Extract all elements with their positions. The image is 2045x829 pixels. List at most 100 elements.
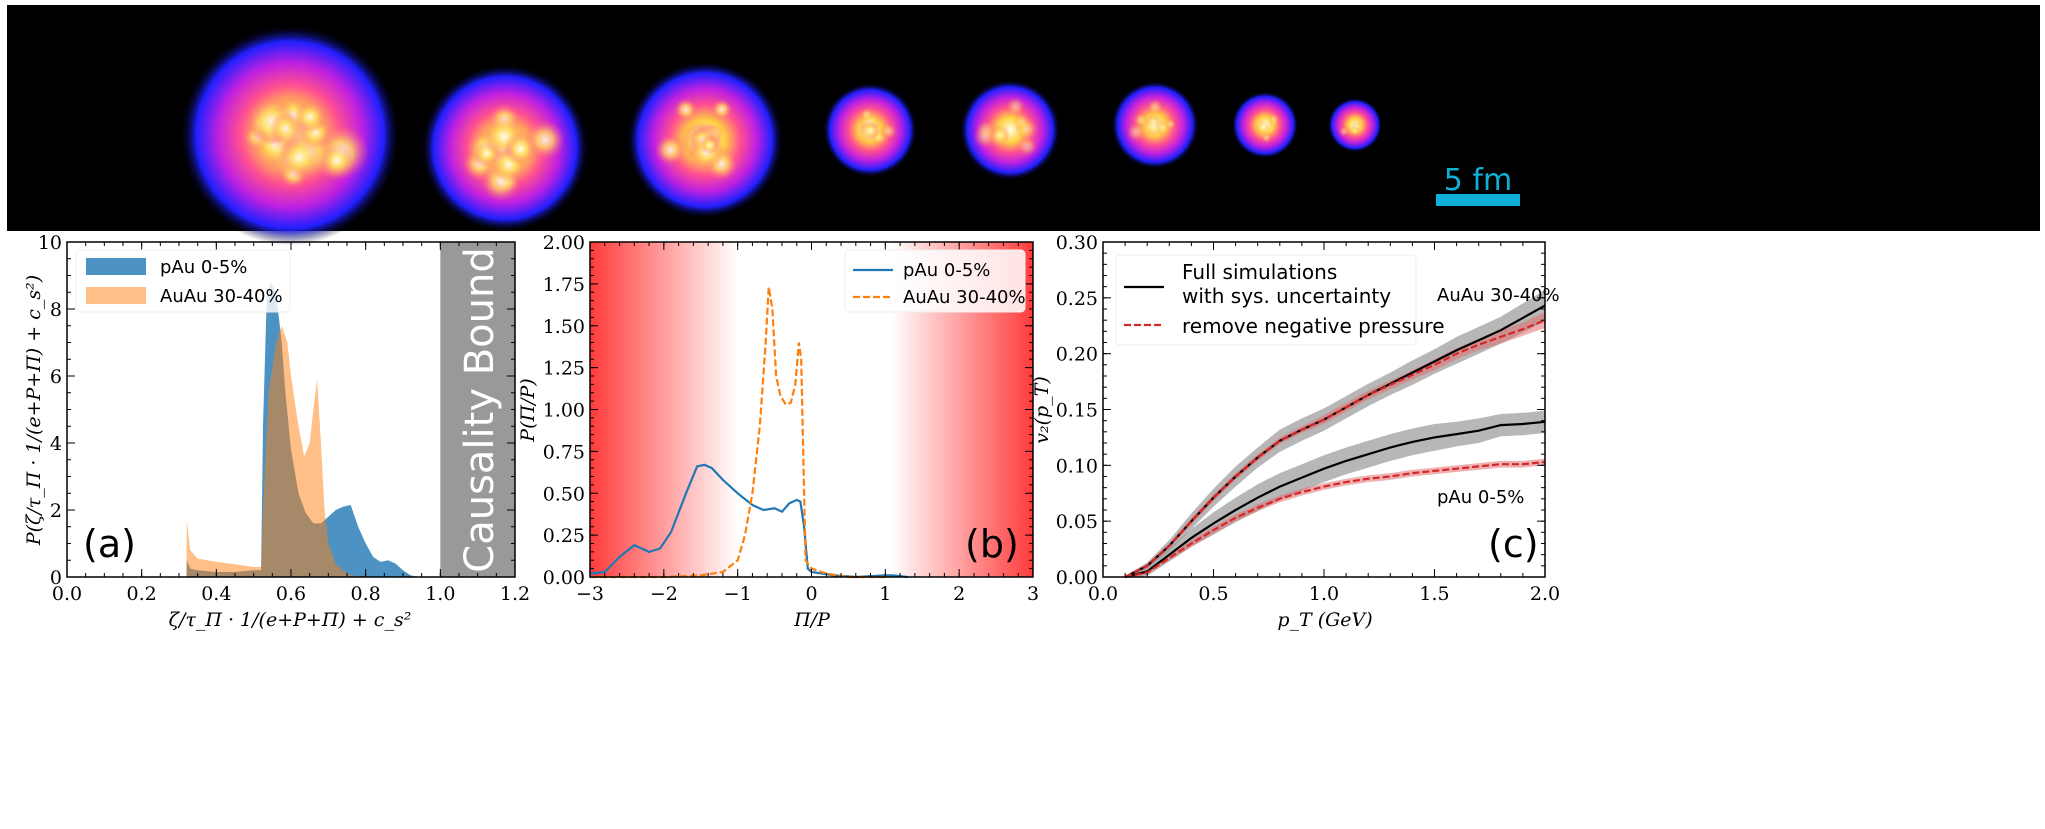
panel-label-b: (b) (965, 522, 1019, 566)
y-tick-label: 2 (50, 500, 62, 522)
density-blobs (179, 24, 1383, 246)
y-tick-label: 0.75 (543, 441, 585, 463)
chart-panel-c: 0.0 0.5 1.0 1.5 2.0 0.00 0.05 0.10 0.15 0.20 0.25 0… (1056, 232, 1560, 605)
x-tick-label: 0.5 (1198, 583, 1228, 605)
legend-label-full-2: with sys. uncertainty (1182, 284, 1391, 308)
line-series-auau-no-negative-pressure (1124, 319, 1546, 578)
density-hotspot (711, 98, 733, 121)
x-tick-label: −2 (650, 583, 678, 605)
area-series-auau (186, 325, 359, 577)
y-tick-label: 1.50 (543, 316, 585, 338)
y-tick-label: 2.00 (543, 232, 585, 254)
density-hotspot (1268, 113, 1280, 125)
y-tick-label: 0.15 (1056, 400, 1098, 422)
density-hotspot (320, 144, 354, 178)
density-hotspot (1005, 96, 1026, 117)
y-tick-label: 10 (38, 232, 62, 254)
panel-c-legend: Full simulations with sys. uncertainty r… (1115, 254, 1445, 346)
panel-b-xlabel: Π/P (793, 609, 831, 631)
legend-label-auau: AuAu 30-40% (903, 287, 1026, 308)
panel-b-ylabel: P(Π/P) (517, 378, 539, 442)
density-hotspot (987, 125, 1010, 148)
annotation-pau: pAu 0-5% (1437, 487, 1524, 508)
x-tick-label: 0.4 (201, 583, 231, 605)
tick-marks (1102, 241, 1546, 578)
density-hotspot (269, 112, 302, 145)
density-hotspot (1338, 126, 1350, 137)
panel-a-ylabel: P(ζ/τ_Π · 1/(e+P+Π) + c_s²) (23, 275, 45, 546)
x-tick-label: 1 (879, 583, 891, 605)
y-tick-label: 0.25 (543, 525, 585, 547)
y-tick-label: 1.75 (543, 274, 585, 296)
panel-a-xlabel: ζ/τ_Π · 1/(e+P+Π) + c_s² (169, 609, 412, 631)
annotation-auau: AuAu 30-40% (1437, 285, 1560, 306)
x-tick-label: 0 (805, 583, 817, 605)
y-tick-label: 0.20 (1056, 344, 1098, 366)
x-tick-label: −3 (576, 583, 604, 605)
legend-label-pau: pAu 0-5% (903, 260, 990, 281)
density-hotspot (1164, 118, 1177, 131)
x-tick-label: 1.2 (500, 583, 530, 605)
density-hotspot (293, 100, 327, 134)
x-tick-label: 0.2 (127, 583, 157, 605)
panel-a-legend: pAu 0-5% AuAu 30-40% (75, 249, 291, 313)
density-hotspot (1146, 115, 1160, 128)
y-tick-label: 1.00 (543, 400, 585, 422)
density-hotspot (1255, 120, 1270, 135)
density-hotspot (1261, 132, 1272, 144)
chart-panel-a: 0.0 0.2 0.4 0.6 0.8 1.0 1.2 0 2 4 6 8 10 (38, 232, 530, 605)
legend-box (1115, 254, 1417, 346)
y-tick-label: 8 (50, 299, 62, 321)
legend-label-pau: pAu 0-5% (160, 257, 247, 278)
x-tick-label: 0.0 (52, 583, 82, 605)
density-hotspot (880, 122, 898, 140)
panel-b-legend: pAu 0-5% AuAu 30-40% (844, 249, 1026, 313)
y-tick-label: 0.30 (1056, 232, 1098, 254)
density-hotspot (654, 134, 686, 166)
x-tick-label: 0.6 (276, 583, 306, 605)
legend-label-no-neg-pressure: remove negative pressure (1182, 314, 1445, 338)
legend-label-auau: AuAu 30-40% (160, 286, 283, 307)
causality-bound-label: Causality Bound (457, 247, 503, 572)
line-series-pau-full (1124, 420, 1546, 579)
y-tick-label: 0.05 (1056, 511, 1098, 533)
x-tick-label: 1.0 (1309, 583, 1339, 605)
density-hotspot (1016, 135, 1038, 157)
x-tick-label: 2.0 (1530, 583, 1560, 605)
x-tick-label: 1.0 (425, 583, 455, 605)
x-tick-label: 1.5 (1419, 583, 1449, 605)
density-hotspot (859, 107, 874, 122)
plot-area (1124, 290, 1546, 579)
y-tick-label: 0.00 (543, 567, 585, 589)
density-hotspot (1146, 98, 1164, 116)
uncertainty-band-pau-no-negative-pressure (1125, 458, 1545, 579)
x-tick-label: 0.8 (351, 583, 381, 605)
density-blob (959, 79, 1061, 181)
density-hotspot (504, 132, 538, 166)
x-tick-label: 2 (953, 583, 965, 605)
line-series-pau (589, 463, 908, 579)
density-hotspot (674, 98, 698, 122)
panel-label-a: (a) (83, 522, 136, 566)
plot-area (186, 242, 515, 577)
x-tick-label: −1 (724, 583, 752, 605)
y-tick-label: 0.50 (543, 483, 585, 505)
uncertainty-band-auau-no-negative-pressure (1125, 312, 1545, 579)
y-tick-label: 6 (50, 366, 62, 388)
density-hotspot (1014, 117, 1039, 141)
y-tick-label: 0.00 (1056, 567, 1098, 589)
y-tick-label: 0.25 (1056, 288, 1098, 310)
tick-marks (66, 241, 516, 578)
y-tick-label: 0 (50, 567, 62, 589)
panel-c-xlabel: p_T (GeV) (1277, 609, 1372, 631)
density-hotspot (1126, 122, 1146, 142)
line-series-pau-no-negative-pressure (1124, 460, 1546, 579)
density-hotspot (860, 121, 880, 141)
scale-bar (1436, 194, 1520, 206)
x-tick-label: 3 (1027, 583, 1039, 605)
density-strip: 5 fm (7, 5, 2040, 246)
legend-swatch-pau (86, 258, 146, 275)
density-hotspot (700, 136, 719, 155)
